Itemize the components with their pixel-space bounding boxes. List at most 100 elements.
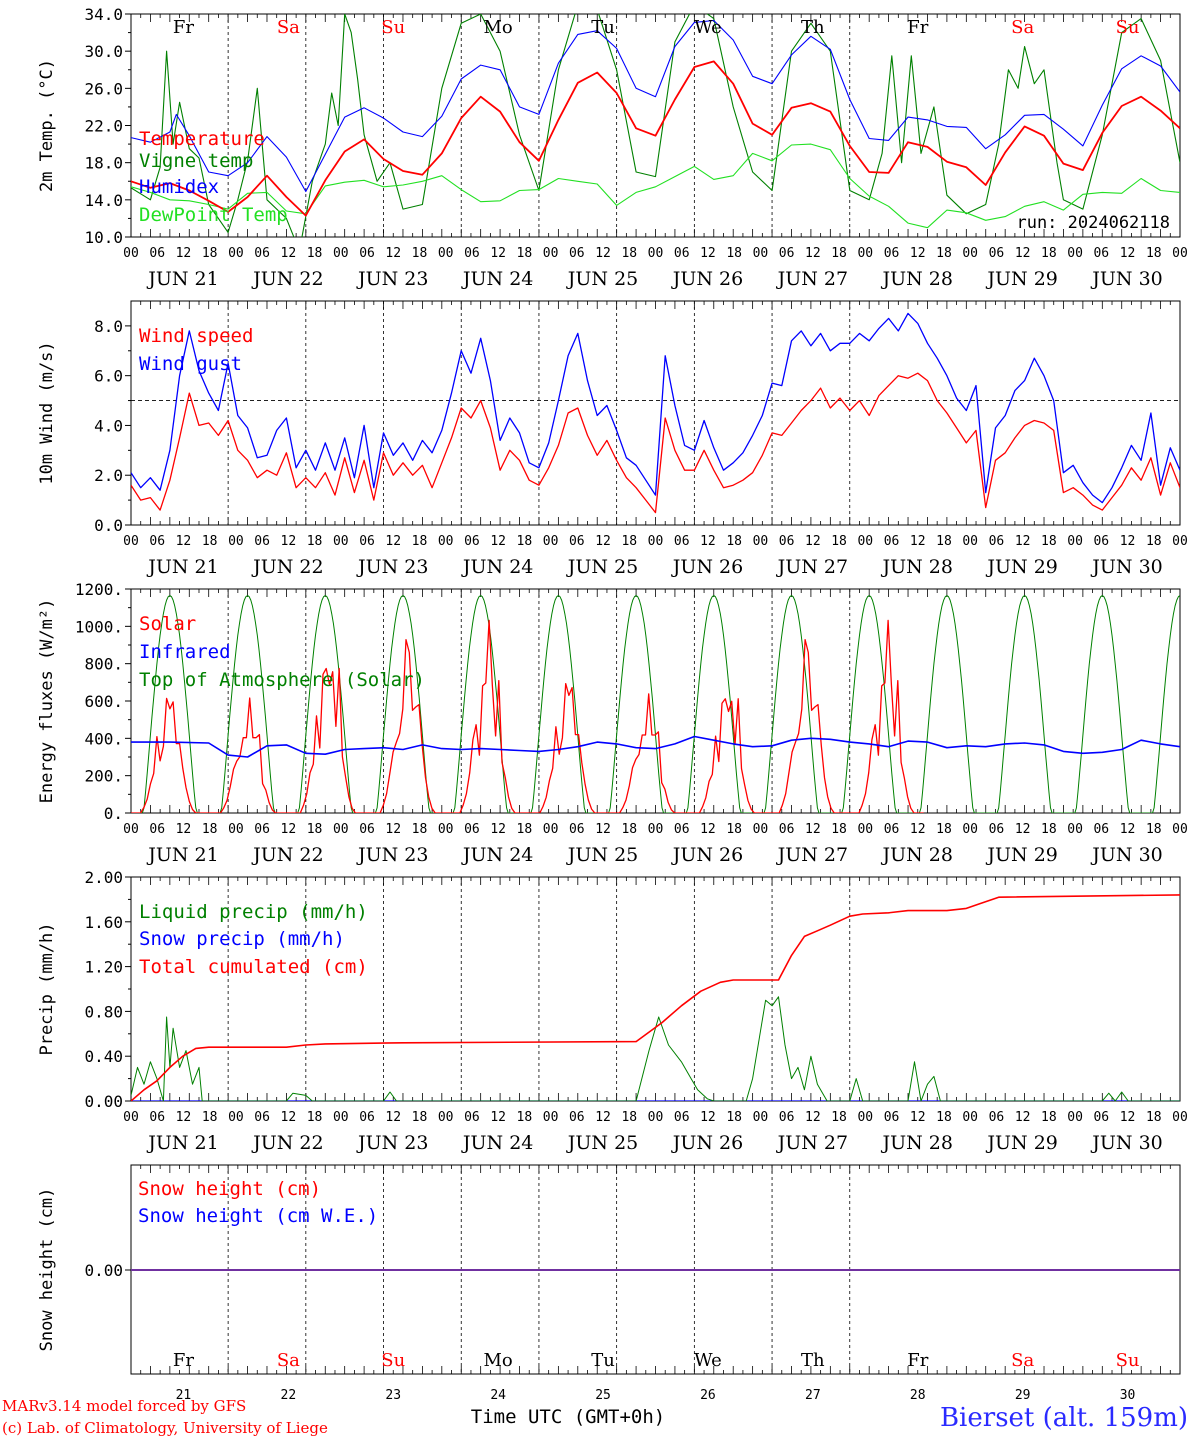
y-tick-label: 22.0 (84, 117, 123, 136)
series-solar (131, 619, 924, 813)
hour-tick-label: 06 (254, 1110, 270, 1125)
hour-tick-label: 06 (779, 822, 795, 837)
day-number: 23 (385, 1388, 401, 1403)
hour-tick-label: 06 (569, 534, 585, 549)
panel-2-y-axis: 0.0 2.0 4.0 6.0 8.0 10m Wind (m/s) (37, 317, 131, 535)
weekday-label: Su (1116, 1350, 1140, 1371)
y-axis-title: Precip (mm/h) (37, 922, 57, 1055)
hour-tick-label: 12 (700, 246, 716, 261)
y-tick-label: 1.20 (84, 958, 123, 977)
day-label: JUN 30 (1090, 1132, 1162, 1154)
weekday-label: Tu (591, 17, 615, 38)
day-label: JUN 25 (566, 556, 638, 578)
day-label: JUN 27 (776, 556, 848, 578)
hour-tick-label: 12 (595, 246, 611, 261)
footer-copyright: (c) Lab. of Climatology, University of L… (2, 1419, 328, 1437)
hour-tick-label: 00 (962, 246, 978, 261)
hour-tick-label: 12 (281, 246, 297, 261)
hour-tick-label: 00 (123, 822, 139, 837)
station-label: Bierset (alt. 159m) (940, 1403, 1188, 1433)
hour-tick-label: 18 (202, 822, 218, 837)
hour-tick-label: 06 (779, 246, 795, 261)
hour-tick-label: 12 (910, 1110, 926, 1125)
hour-tick-label: 18 (307, 1110, 323, 1125)
y-tick-label: 1.60 (84, 913, 123, 932)
hour-tick-label: 12 (490, 1110, 506, 1125)
panel-3-x-axis: 00 06 12 18 JUN 21 00 06 12 18 JUN 22 00 06 12 18 JUN … (123, 822, 1188, 866)
hour-tick-label: 12 (910, 822, 926, 837)
weekday-label: Tu (591, 1350, 615, 1371)
hour-tick-label: 06 (254, 822, 270, 837)
day-number: 26 (700, 1388, 716, 1403)
y-tick-label: 8.0 (94, 317, 123, 336)
y-tick-label: 0.40 (84, 1047, 123, 1066)
legend-entry: Infrared (139, 641, 231, 663)
y-tick-label: 400. (84, 729, 123, 748)
weekday-label: We (694, 1350, 722, 1371)
hour-tick-label: 06 (254, 534, 270, 549)
hour-tick-label: 12 (176, 246, 192, 261)
day-label: JUN 22 (251, 844, 323, 866)
weekday-label: Fr (173, 17, 194, 38)
legend-entry: Top of Atmosphere (Solar) (139, 669, 425, 691)
day-label: JUN 30 (1090, 556, 1162, 578)
panel-1-x-axis: 00 06 12 18 JUN 21 00 06 12 18 JUN 22 00 06 12 18 JUN … (123, 246, 1188, 290)
hour-tick-label: 06 (989, 246, 1005, 261)
hour-tick-label: 18 (1041, 1110, 1057, 1125)
y-tick-label: 4.0 (94, 416, 123, 435)
day-number: 21 (176, 1388, 192, 1403)
hour-tick-label: 12 (910, 534, 926, 549)
legend-entry: Snow height (cm W.E.) (138, 1205, 378, 1227)
weekday-label: Su (381, 17, 405, 38)
hour-tick-label: 12 (805, 1110, 821, 1125)
hour-tick-label: 00 (438, 534, 454, 549)
hour-tick-label: 06 (1093, 822, 1109, 837)
hour-tick-label: 06 (359, 822, 375, 837)
day-label: JUN 27 (776, 1132, 848, 1154)
hour-tick-label: 00 (228, 534, 244, 549)
panel-2-frame (130, 300, 1181, 526)
hour-tick-label: 12 (805, 822, 821, 837)
y-tick-label: 0.80 (84, 1002, 123, 1021)
day-label: JUN 25 (566, 844, 638, 866)
day-label: JUN 29 (985, 268, 1057, 290)
weekday-label: Fr (907, 1350, 928, 1371)
hour-tick-label: 00 (753, 822, 769, 837)
hour-tick-label: 18 (726, 1110, 742, 1125)
legend-entry: Humidex (139, 176, 219, 198)
hour-tick-label: 00 (543, 534, 559, 549)
day-label: JUN 21 (146, 844, 218, 866)
panel-4-legend: Liquid precip (mm/h) Snow precip (mm/h) To… (139, 901, 368, 978)
y-tick-label: 2.0 (94, 466, 123, 485)
energy-series (131, 595, 1180, 813)
hour-tick-label: 00 (123, 534, 139, 549)
hour-tick-label: 00 (333, 1110, 349, 1125)
weekday-labels: Fr Sa Su Mo Tu We Th Fr Sa Su (173, 1350, 1140, 1371)
hour-tick-label: 18 (517, 1110, 533, 1125)
hour-tick-label: 12 (805, 246, 821, 261)
footer-model: MARv3.14 model forced by GFS (2, 1397, 246, 1415)
hour-tick-label: 12 (1015, 246, 1031, 261)
hour-tick-label: 00 (228, 1110, 244, 1125)
hour-tick-label: 18 (412, 822, 428, 837)
hour-tick-label: 00 (543, 1110, 559, 1125)
weekday-label: Th (801, 17, 825, 38)
hour-tick-label: 00 (857, 534, 873, 549)
hour-tick-label: 12 (595, 822, 611, 837)
time-axis-label: Time UTC (GMT+0h) (471, 1406, 665, 1428)
hour-tick-label: 00 (857, 246, 873, 261)
hour-tick-label: 00 (1067, 822, 1083, 837)
hour-tick-label: 00 (1067, 534, 1083, 549)
day-label: JUN 23 (356, 268, 428, 290)
hour-tick-label: 06 (1093, 534, 1109, 549)
hour-tick-label: 18 (726, 822, 742, 837)
hour-tick-label: 18 (621, 534, 637, 549)
hour-tick-label: 12 (700, 534, 716, 549)
hour-tick-label: 06 (989, 1110, 1005, 1125)
y-tick-label: 800. (84, 655, 123, 674)
y-axis-title: Snow height (cm) (37, 1188, 57, 1352)
weekday-label: Th (801, 1350, 825, 1371)
hour-tick-label: 06 (779, 1110, 795, 1125)
